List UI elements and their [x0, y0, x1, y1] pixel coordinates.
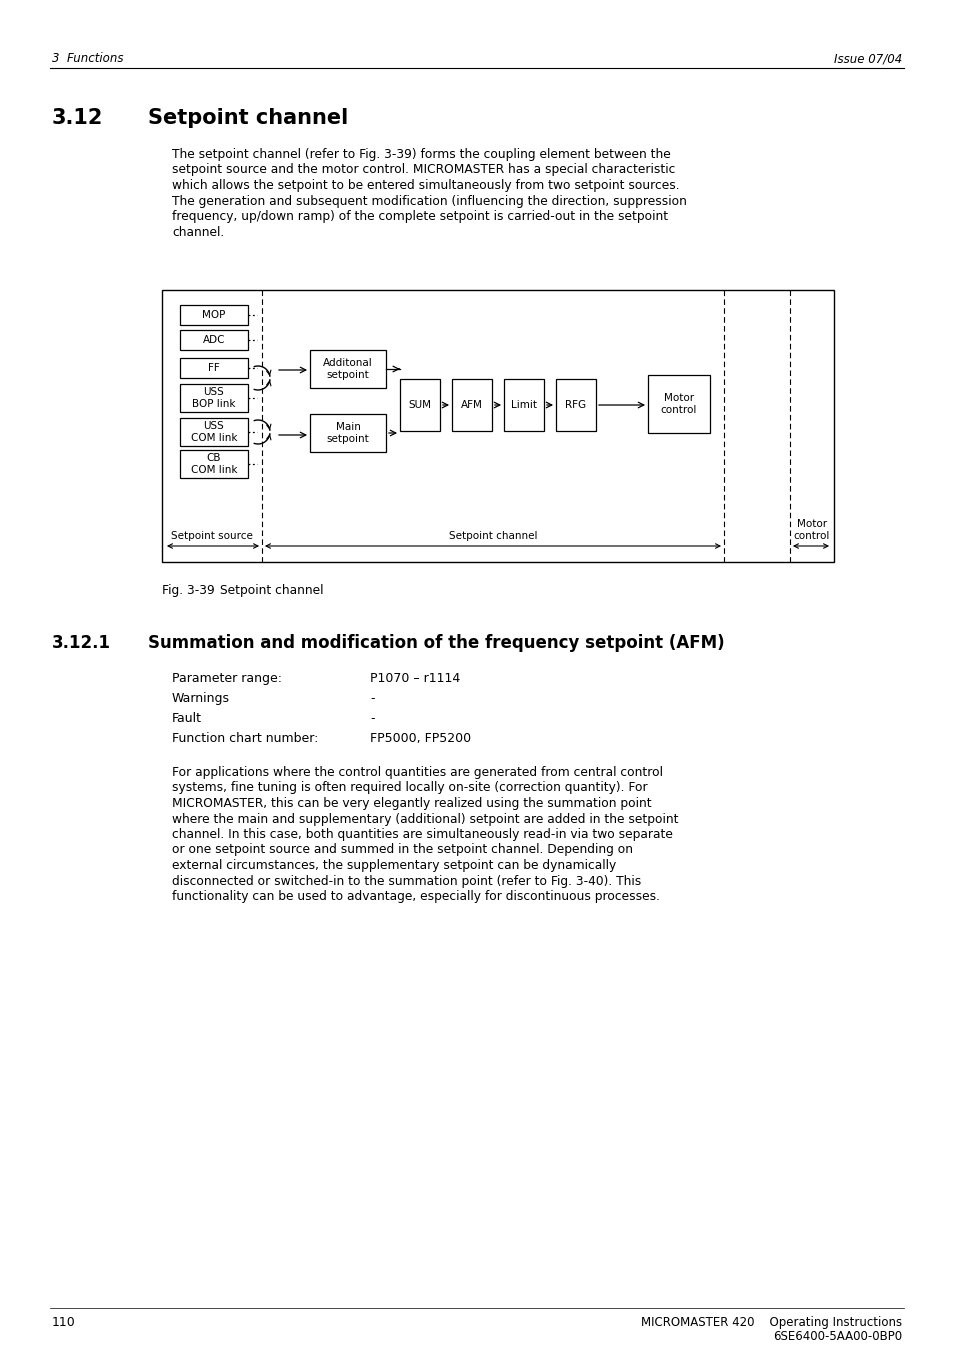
Text: -: - — [370, 712, 375, 725]
Text: frequency, up/down ramp) of the complete setpoint is carried-out in the setpoint: frequency, up/down ramp) of the complete… — [172, 209, 667, 223]
Text: functionality can be used to advantage, especially for discontinuous processes.: functionality can be used to advantage, … — [172, 890, 659, 902]
Text: Motor
control: Motor control — [793, 519, 829, 540]
Text: For applications where the control quantities are generated from central control: For applications where the control quant… — [172, 766, 662, 780]
Text: setpoint source and the motor control. MICROMASTER has a special characteristic: setpoint source and the motor control. M… — [172, 163, 675, 177]
Text: Fig. 3-39: Fig. 3-39 — [162, 584, 214, 597]
Text: or one setpoint source and summed in the setpoint channel. Depending on: or one setpoint source and summed in the… — [172, 843, 633, 857]
Text: FP5000, FP5200: FP5000, FP5200 — [370, 732, 471, 744]
Text: 3.12: 3.12 — [52, 108, 103, 128]
Bar — [310, 350, 386, 388]
Text: Motor
control: Motor control — [660, 393, 697, 415]
Text: which allows the setpoint to be entered simultaneously from two setpoint sources: which allows the setpoint to be entered … — [172, 178, 679, 192]
Text: FF: FF — [208, 363, 219, 373]
Text: MOP: MOP — [202, 309, 226, 320]
Text: Additonal
setpoint: Additonal setpoint — [323, 358, 373, 380]
Bar — [503, 380, 543, 431]
Text: Issue 07/04: Issue 07/04 — [833, 51, 901, 65]
Bar — [180, 417, 248, 446]
Text: 3  Functions: 3 Functions — [52, 51, 123, 65]
Text: The generation and subsequent modification (influencing the direction, suppressi: The generation and subsequent modificati… — [172, 195, 686, 208]
Bar — [556, 380, 596, 431]
Text: USS
BOP link: USS BOP link — [193, 388, 235, 409]
Text: -: - — [370, 692, 375, 705]
Bar — [310, 413, 386, 453]
Text: Warnings: Warnings — [172, 692, 230, 705]
Text: ADC: ADC — [203, 335, 225, 345]
Text: disconnected or switched-in to the summation point (refer to Fig. 3-40). This: disconnected or switched-in to the summa… — [172, 874, 640, 888]
Text: AFM: AFM — [460, 400, 482, 409]
Text: Setpoint channel: Setpoint channel — [220, 584, 323, 597]
Text: MICROMASTER, this can be very elegantly realized using the summation point: MICROMASTER, this can be very elegantly … — [172, 797, 651, 811]
Bar — [399, 380, 439, 431]
Text: Setpoint channel: Setpoint channel — [148, 108, 348, 128]
Bar — [180, 384, 248, 412]
Text: CB
COM link: CB COM link — [191, 453, 237, 474]
Bar — [162, 290, 833, 562]
Text: MICROMASTER 420    Operating Instructions: MICROMASTER 420 Operating Instructions — [640, 1316, 901, 1329]
Bar — [180, 450, 248, 478]
Text: 110: 110 — [52, 1316, 75, 1329]
Bar — [647, 376, 709, 434]
Text: Parameter range:: Parameter range: — [172, 671, 282, 685]
Text: USS
COM link: USS COM link — [191, 422, 237, 443]
Text: Setpoint source: Setpoint source — [171, 531, 253, 540]
Text: RFG: RFG — [565, 400, 586, 409]
Bar — [452, 380, 492, 431]
Text: 6SE6400-5AA00-0BP0: 6SE6400-5AA00-0BP0 — [772, 1329, 901, 1343]
Text: channel.: channel. — [172, 226, 224, 239]
Text: Main
setpoint: Main setpoint — [326, 423, 369, 443]
Text: 3.12.1: 3.12.1 — [52, 634, 111, 653]
Text: Fault: Fault — [172, 712, 202, 725]
Text: Summation and modification of the frequency setpoint (AFM): Summation and modification of the freque… — [148, 634, 724, 653]
Text: Limit: Limit — [511, 400, 537, 409]
Text: Function chart number:: Function chart number: — [172, 732, 318, 744]
Text: Setpoint channel: Setpoint channel — [448, 531, 537, 540]
Text: where the main and supplementary (additional) setpoint are added in the setpoint: where the main and supplementary (additi… — [172, 812, 678, 825]
Text: The setpoint channel (refer to Fig. 3-39) forms the coupling element between the: The setpoint channel (refer to Fig. 3-39… — [172, 149, 670, 161]
Text: SUM: SUM — [408, 400, 431, 409]
Text: systems, fine tuning is often required locally on-site (correction quantity). Fo: systems, fine tuning is often required l… — [172, 781, 647, 794]
Bar — [180, 305, 248, 326]
Bar — [180, 358, 248, 378]
Text: P1070 – r1114: P1070 – r1114 — [370, 671, 459, 685]
Text: external circumstances, the supplementary setpoint can be dynamically: external circumstances, the supplementar… — [172, 859, 616, 871]
Bar — [180, 330, 248, 350]
Text: channel. In this case, both quantities are simultaneously read-in via two separa: channel. In this case, both quantities a… — [172, 828, 672, 842]
